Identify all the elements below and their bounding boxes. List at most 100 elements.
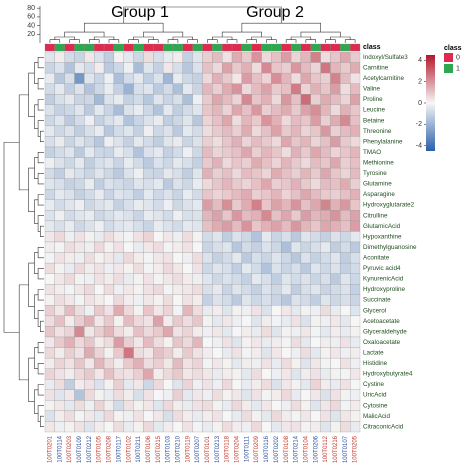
- heatmap-cell: [103, 178, 115, 190]
- heatmap-cell: [143, 368, 154, 380]
- heatmap-cell: [350, 72, 361, 84]
- heatmap-cell: [84, 326, 95, 338]
- heatmap-cell: [261, 157, 272, 169]
- heatmap-cell: [94, 210, 105, 222]
- heatmap-cell: [44, 62, 55, 74]
- heatmap-cell: [310, 220, 321, 232]
- heatmap-cell: [182, 51, 193, 63]
- heatmap-cell: [133, 241, 144, 253]
- heatmap-cell: [94, 305, 105, 317]
- row-label: Cytosine: [363, 402, 388, 409]
- heatmap-cell: [172, 210, 183, 222]
- heatmap-cell: [172, 379, 183, 390]
- heatmap-cell: [162, 294, 174, 306]
- heatmap-cell: [261, 252, 272, 264]
- heatmap-cell: [251, 410, 262, 422]
- heatmap-cell: [84, 262, 95, 274]
- heatmap-cell: [281, 157, 292, 169]
- heatmap-cell: [64, 210, 75, 222]
- heatmap-cell: [330, 157, 341, 169]
- heatmap-cell: [133, 51, 144, 63]
- heatmap-cell: [182, 210, 193, 222]
- heatmap-cell: [143, 273, 154, 285]
- heatmap-cell: [212, 389, 223, 401]
- column-label: 100T0107: [343, 435, 349, 463]
- heatmap-cell: [290, 241, 302, 253]
- heatmap-cell: [202, 315, 213, 327]
- heatmap-cell: [153, 189, 164, 200]
- heatmap-cell: [202, 305, 213, 317]
- heatmap-cell: [123, 136, 134, 148]
- heatmap-cell: [153, 284, 164, 295]
- heatmap-cell: [162, 241, 174, 253]
- heatmap-cell: [290, 357, 302, 369]
- column-dendrogram: [305, 39, 317, 43]
- heatmap-cell: [271, 62, 282, 74]
- heatmap-cell: [153, 326, 164, 338]
- heatmap-cell: [290, 410, 302, 422]
- row-label: Proline: [363, 96, 383, 103]
- heatmap-cell: [261, 231, 272, 243]
- heatmap-cell: [300, 220, 311, 232]
- heatmap-cell: [231, 241, 243, 253]
- heatmap-cell: [261, 167, 272, 179]
- class-cell: [123, 43, 134, 52]
- heatmap-cell: [202, 262, 213, 274]
- heatmap-cell: [241, 94, 252, 105]
- heatmap-cell: [162, 125, 174, 137]
- heatmap-cell: [320, 146, 331, 158]
- heatmap-cell: [241, 83, 252, 95]
- colorbar: [426, 55, 435, 151]
- heatmap-cell: [222, 51, 233, 63]
- heatmap-cell: [281, 368, 292, 380]
- heatmap-cell: [271, 241, 282, 253]
- heatmap-cell: [310, 136, 321, 148]
- heatmap-cell: [192, 336, 203, 348]
- colorbar-tick-label: 0: [418, 100, 422, 107]
- heatmap-cell: [143, 357, 154, 369]
- heatmap-cell: [172, 94, 183, 105]
- heatmap-cell: [340, 368, 351, 380]
- heatmap-cell: [182, 315, 193, 327]
- heatmap-cell: [133, 305, 144, 317]
- heatmap-cell: [123, 357, 134, 369]
- heatmap-cell: [310, 72, 321, 84]
- heatmap-cell: [212, 294, 223, 306]
- heatmap-cell: [281, 357, 292, 369]
- heatmap-cell: [320, 241, 331, 253]
- heatmap-cell: [241, 199, 252, 211]
- heatmap-cell: [192, 178, 203, 190]
- heatmap-cell: [212, 336, 223, 348]
- group-label: Group 2: [246, 4, 304, 21]
- heatmap-cell: [330, 241, 341, 253]
- heatmap-cell: [44, 220, 55, 232]
- heatmap-cell: [231, 220, 243, 232]
- heatmap-cell: [340, 262, 351, 274]
- heatmap-cell: [350, 315, 361, 327]
- heatmap-cell: [350, 62, 361, 74]
- row-label: Acetylcarnitine: [363, 75, 404, 82]
- heatmap-cell: [84, 125, 95, 137]
- row-label: Methionine: [363, 160, 394, 167]
- heatmap-cell: [182, 357, 193, 369]
- heatmap-cell: [281, 379, 292, 390]
- heatmap-cell: [103, 115, 115, 127]
- heatmap-cell: [300, 146, 311, 158]
- heatmap-cell: [84, 400, 95, 412]
- heatmap-cell: [261, 326, 272, 338]
- heatmap-cell: [350, 336, 361, 348]
- heatmap-cell: [310, 368, 321, 380]
- heatmap-cell: [241, 273, 252, 285]
- heatmap-cell: [162, 62, 174, 74]
- row-dendrogram: [37, 246, 44, 259]
- heatmap-cell: [153, 410, 164, 422]
- heatmap-cell: [310, 305, 321, 317]
- colorbar-tick-label: -4: [416, 143, 422, 150]
- heatmap-cell: [290, 104, 302, 116]
- heatmap-cell: [222, 262, 233, 274]
- heatmap-cell: [241, 379, 252, 390]
- heatmap-cell: [281, 115, 292, 127]
- heatmap-cell: [54, 336, 65, 348]
- heatmap-cell: [300, 189, 311, 200]
- heatmap-cell: [44, 189, 55, 200]
